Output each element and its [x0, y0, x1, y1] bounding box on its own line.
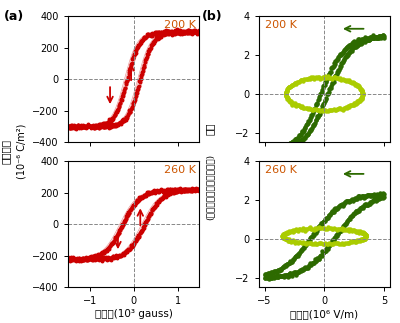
- Text: 260 K: 260 K: [164, 165, 196, 175]
- X-axis label: 電場　(10⁶ V/m): 電場 (10⁶ V/m): [290, 309, 358, 319]
- Text: (10⁻⁶ C/m²): (10⁻⁶ C/m²): [17, 124, 27, 180]
- Text: 磁化: 磁化: [205, 123, 215, 135]
- Text: (ボーア磁子／化学式単位): (ボーア磁子／化学式単位): [206, 154, 214, 220]
- Text: 200 K: 200 K: [265, 20, 297, 30]
- Text: 電気分極: 電気分極: [1, 139, 11, 164]
- Text: (a): (a): [4, 10, 24, 23]
- Text: 260 K: 260 K: [265, 165, 297, 175]
- X-axis label: 磁場　(10³ gauss): 磁場 (10³ gauss): [95, 309, 173, 319]
- Text: (b): (b): [202, 10, 223, 23]
- Text: 200 K: 200 K: [164, 20, 196, 30]
